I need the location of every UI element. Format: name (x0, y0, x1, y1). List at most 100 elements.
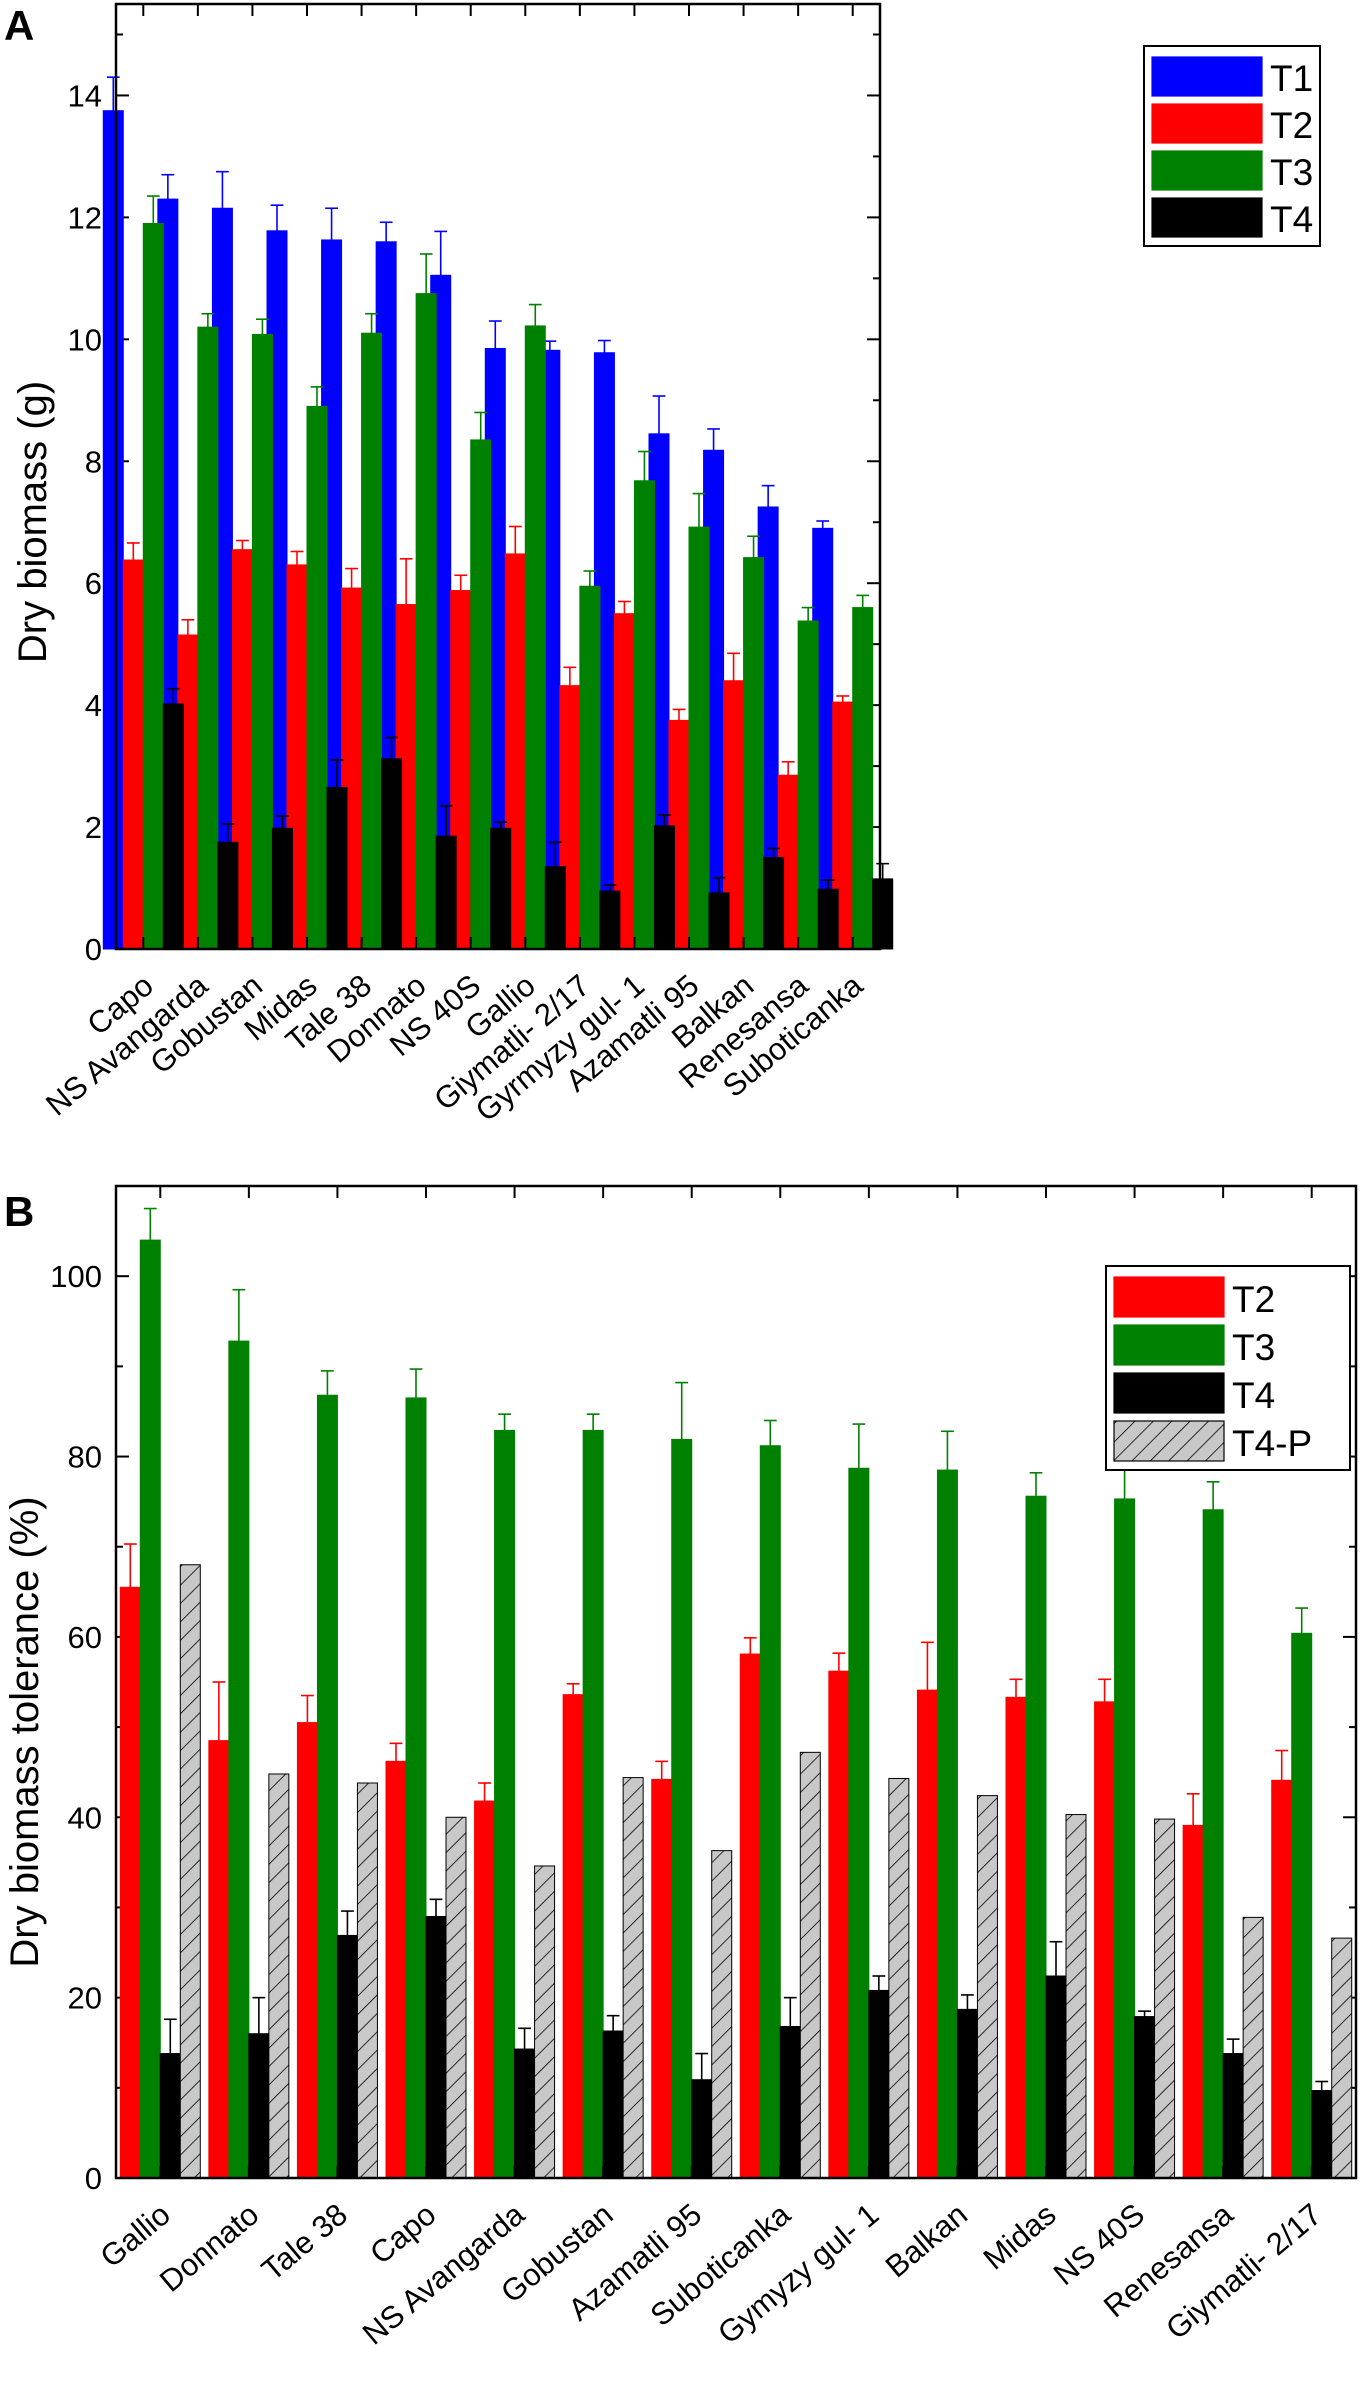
panel-b-bar-t3-giymatli-2-17 (1291, 1632, 1313, 2179)
panel-b-bar-t4-p-balkan (976, 1795, 998, 2179)
panel-b-bar-t4-suboticanka (779, 2025, 801, 2179)
panel-a-bar-t4-donnato (435, 835, 457, 950)
panel-b-bar-t4-renesansa (1222, 2053, 1244, 2179)
panel-b-bar-t4-ns-40s (1134, 2016, 1156, 2179)
panel-b-xtick-label: Capo (363, 2197, 442, 2271)
panel-b-bar-t3-ns-avangarda (494, 1429, 516, 2179)
panel-b-letter: B (4, 1188, 34, 1235)
panel-b-bar-t2-ns-avangarda (474, 1800, 496, 2179)
panel-b-bar-t4-p-donnato (268, 1773, 290, 2179)
panel-a-bar-t1-capo (102, 110, 124, 950)
panel-b-bar-t4-ns-avangarda (514, 2048, 536, 2179)
panel-a-bar-t3-suboticanka (852, 607, 874, 950)
panel-a-bar-t4-tale-38 (381, 758, 403, 950)
panel-b-xtick-label: Donnato (153, 2197, 265, 2299)
panel-b-xtick-label: Balkan (879, 2197, 974, 2285)
panel-b-bar-t2-gallio (119, 1586, 141, 2179)
panel-b-bar-t4-tale-38 (336, 1934, 358, 2179)
panel-a-bar-t4-suboticanka (872, 878, 894, 950)
panel-a-legend-label-t4: T4 (1270, 199, 1313, 240)
panel-b-bar-t4-p-ns-avangarda (534, 1865, 556, 2179)
panel-b-legend-swatch-t3 (1113, 1324, 1225, 1366)
panel-b-legend-label-t4-p: T4-P (1232, 1423, 1312, 1464)
panel-b-bar-t2-suboticanka (739, 1653, 761, 2179)
panel-b-xtick-label: Giymatli- 2/17 (1159, 2197, 1328, 2347)
panel-b-bar-t3-balkan (936, 1469, 958, 2179)
panel-b-bar-t3-suboticanka (759, 1445, 781, 2179)
panel-b-bar-t4-balkan (956, 2008, 978, 2179)
panel-b-ytick-label: 80 (68, 1440, 102, 1475)
panel-b-bar-t4-p-gobustan (622, 1777, 644, 2179)
panel-a-bar-t3-balkan (743, 557, 765, 950)
panel-a-bar-t3-ns-avangarda (197, 326, 219, 950)
panel-a-ytick-label: 4 (85, 688, 102, 723)
panel-b-bar-t4-p-midas (1065, 1814, 1087, 2179)
panel-b-bar-t2-azamatli-95 (651, 1778, 673, 2179)
panel-a-bar-t3-ns-40s (470, 439, 492, 950)
panel-b-bar-t2-tale-38 (296, 1722, 318, 2179)
panel-a-bar-t4-ns-40s (490, 827, 512, 950)
panel-a-bar-t4-renesansa (817, 888, 839, 950)
panel-b-legend-label-t3: T3 (1232, 1327, 1275, 1368)
panel-a-bar-t4-midas (326, 786, 348, 950)
panel-a-bar-t3-giymatli-2-17 (579, 585, 601, 950)
panel-a-legend-swatch-t4 (1151, 197, 1263, 238)
panel-b-bar-t4-p-renesansa (1242, 1916, 1264, 2179)
panel-b-ytick-label: 40 (68, 1800, 102, 1835)
panel-a-bar-t3-gobustan (251, 333, 273, 950)
panel-a-bar-t4-gallio (544, 866, 566, 950)
panel-b-bar-t4-donnato (248, 2033, 270, 2179)
panel-b-bar-t4-p-giymatli-2-17 (1331, 1937, 1353, 2179)
panel-a-ylabel: Dry biomass (g) (11, 381, 55, 663)
panel-a-bar-t4-capo (162, 703, 184, 950)
panel-b-bar-t4-p-gymyzy-gul-1 (888, 1777, 910, 2179)
panel-b-bar-t3-ns-40s (1114, 1498, 1136, 2179)
panel-b-xtick-label: Tale 38 (255, 2197, 354, 2288)
panel-b-bar-t2-giymatli-2-17 (1271, 1779, 1293, 2179)
panel-b-ylabel: Dry biomass tolerance (%) (3, 1496, 47, 1967)
panel-b-bar-t3-tale-38 (316, 1394, 338, 2179)
panel-a-bar-t3-renesansa (797, 620, 819, 950)
panel-b-bar-t4-azamatli-95 (691, 2079, 713, 2179)
panel-b-bar-t2-gobustan (562, 1694, 584, 2179)
panel-b-bar-t2-donnato (208, 1740, 230, 2179)
panel-b-bar-t4-gallio (159, 2053, 181, 2179)
panel-b-bar-t3-renesansa (1202, 1509, 1224, 2179)
panel-b-bar-t4-p-gallio (179, 1564, 201, 2179)
panel-b-ytick-label: 100 (50, 1259, 102, 1294)
panel-b-bar-t3-gallio (139, 1239, 161, 2179)
panel-b-bar-t4-gymyzy-gul-1 (868, 1989, 890, 2179)
panel-a-ytick-label: 6 (85, 566, 102, 601)
panel-a-letter: A (4, 2, 34, 49)
panel-a-ytick-label: 14 (68, 78, 102, 113)
panel-b-bar-t4-midas (1045, 1975, 1067, 2179)
panel-a-bar-t4-azamatli-95 (708, 892, 730, 950)
panel-b-xtick-label: Gymyzy gul- 1 (711, 2197, 885, 2351)
panel-a-legend-swatch-t1 (1151, 56, 1263, 97)
panel-b-bar-t2-balkan (916, 1689, 938, 2179)
panel-b-bar-t4-p-capo (445, 1816, 467, 2179)
panel-b-bar-t3-azamatli-95 (671, 1438, 693, 2179)
panel-a-bar-t3-capo (142, 222, 164, 950)
panel-b-ytick-label: 0 (85, 2161, 102, 2196)
panel-b-bar-t4-giymatli-2-17 (1311, 2090, 1333, 2179)
panel-a-legend-label-t2: T2 (1270, 105, 1313, 146)
panel-b-bar-t2-capo (385, 1760, 407, 2179)
panel-b-bar-t4-p-suboticanka (799, 1751, 821, 2179)
panel-b-bar-t4-capo (425, 1915, 447, 2179)
panel-a-legend-swatch-t2 (1151, 103, 1263, 144)
panel-b-bar-t3-gymyzy-gul-1 (848, 1467, 870, 2179)
panel-a-bar-t4-balkan (763, 857, 785, 950)
panel-a-bar-t3-midas (306, 405, 328, 950)
panel-b-bar-t4-gobustan (602, 2030, 624, 2179)
panel-a-legend-swatch-t3 (1151, 150, 1263, 191)
panel-b-bar-t3-midas (1025, 1495, 1047, 2179)
panel-a-bar-t3-azamatli-95 (688, 526, 710, 950)
panel-b-bar-t4-p-tale-38 (356, 1782, 378, 2179)
panel-b-legend-swatch-t4 (1113, 1372, 1225, 1414)
panel-a-ytick-label: 10 (68, 322, 102, 357)
panel-a-bar-t4-gyrmyzy-gul-1 (653, 825, 675, 950)
